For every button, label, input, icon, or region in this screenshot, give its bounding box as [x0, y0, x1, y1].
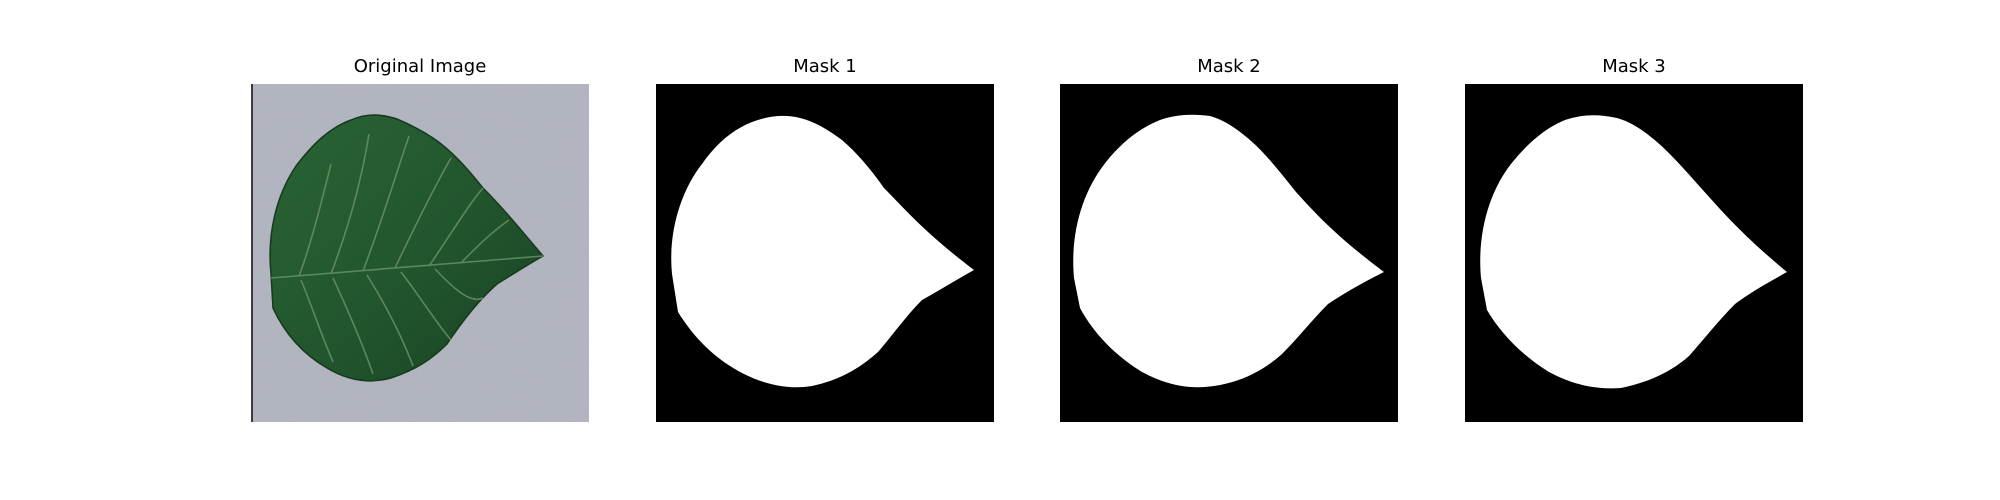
panel-mask-1: Mask 1	[656, 56, 994, 422]
original-leaf-photo	[251, 84, 589, 422]
panel-title: Original Image	[353, 56, 487, 77]
panel-mask-3: Mask 3	[1465, 56, 1803, 422]
panel-title: Mask 3	[1602, 56, 1666, 77]
panel-title: Mask 1	[793, 56, 857, 77]
mask-2-image	[1060, 84, 1398, 422]
panel-original-image: Original Image	[251, 56, 589, 422]
mask-1-image	[656, 84, 994, 422]
panel-mask-2: Mask 2	[1060, 56, 1398, 422]
panel-title: Mask 2	[1197, 56, 1261, 77]
mask-3-image	[1465, 84, 1803, 422]
